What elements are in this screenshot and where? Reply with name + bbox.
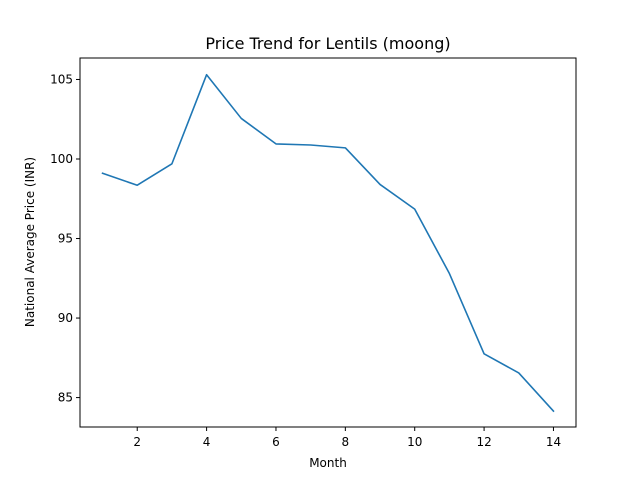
y-tick-label: 95 <box>58 232 73 246</box>
y-axis-label: National Average Price (INR) <box>23 157 37 327</box>
x-tick-label: 10 <box>407 435 422 449</box>
x-axis-label: Month <box>309 456 347 470</box>
series-line <box>101 73 555 413</box>
x-tick-label: 14 <box>546 435 561 449</box>
x-tick-label: 2 <box>133 435 141 449</box>
plot-area <box>79 57 577 428</box>
x-axis-ticks: 2 4 6 8 10 12 14 <box>133 427 561 449</box>
y-tick-label: 100 <box>50 152 73 166</box>
x-tick-label: 12 <box>476 435 491 449</box>
chart-title: Price Trend for Lentils (moong) <box>205 34 450 53</box>
y-tick-label: 90 <box>58 311 73 325</box>
x-tick-label: 8 <box>342 435 350 449</box>
y-tick-label: 85 <box>58 391 73 405</box>
x-tick-label: 4 <box>203 435 211 449</box>
y-axis-ticks: 85 90 95 100 105 <box>50 72 80 405</box>
plot-frame <box>79 57 577 428</box>
y-tick-label: 105 <box>50 72 73 86</box>
x-tick-label: 6 <box>272 435 280 449</box>
